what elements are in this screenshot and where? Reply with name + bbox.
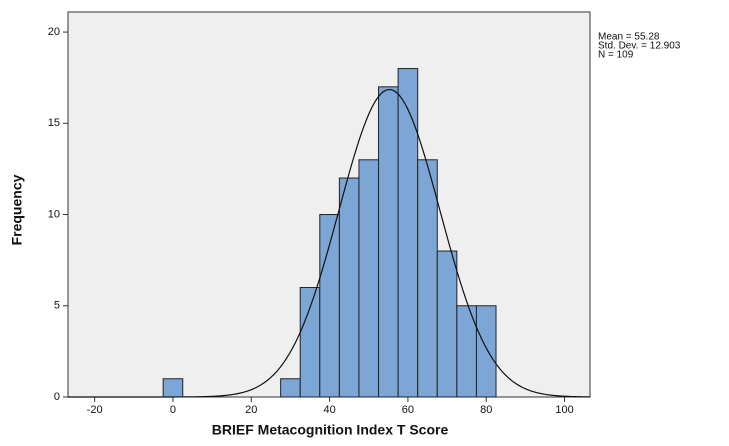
x-tick-label: 80 (480, 404, 492, 416)
bar (319, 214, 340, 398)
bar (397, 68, 419, 398)
bar (299, 287, 321, 398)
bar (358, 159, 380, 398)
y-tick-label: 5 (54, 300, 60, 312)
bar (378, 86, 399, 398)
x-tick-label: 100 (555, 404, 573, 416)
y-tick-label: 20 (48, 26, 60, 38)
y-tick-label: 15 (48, 117, 60, 129)
bar (436, 250, 458, 398)
bar (338, 177, 360, 398)
x-tick-label: -20 (87, 404, 103, 416)
stat-label: Mean = 55.28 (598, 32, 660, 43)
stat-label: Std. Dev. = 12.903 (598, 41, 681, 52)
x-tick-label: 0 (170, 404, 176, 416)
x-axis-title: BRIEF Metacognition Index T Score (212, 422, 449, 438)
bar (162, 378, 184, 398)
x-tick-label: 60 (402, 404, 414, 416)
stat-label: N = 109 (598, 50, 634, 61)
bar (475, 305, 497, 398)
x-tick-label: 40 (323, 404, 335, 416)
normal-curve (68, 88, 591, 398)
y-tick-label: 0 (54, 391, 60, 403)
y-axis-title: Frequency (9, 174, 25, 245)
bar (417, 159, 438, 398)
y-tick-label: 10 (48, 208, 60, 220)
bar (280, 378, 301, 398)
x-tick-label: 20 (245, 404, 257, 416)
